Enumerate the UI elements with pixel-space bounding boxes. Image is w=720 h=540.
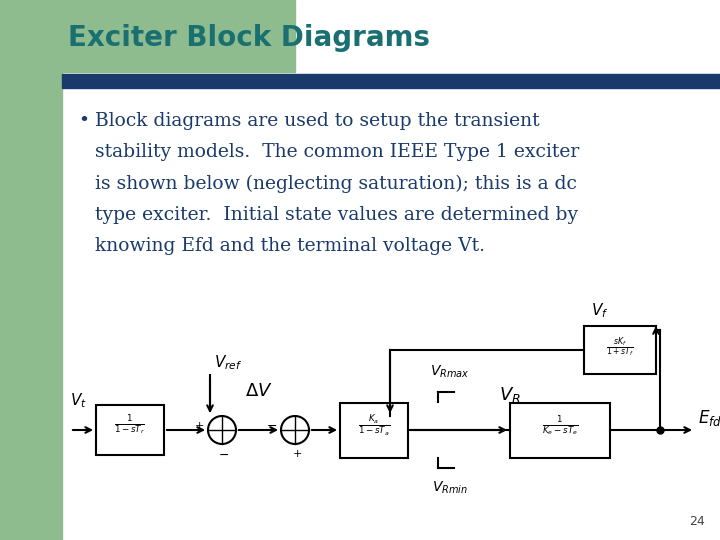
Text: $V_{Rmin}$: $V_{Rmin}$ (432, 480, 468, 496)
Text: +: + (194, 421, 204, 431)
Bar (0, 0, 62, 540)
Text: $\Delta V$: $\Delta V$ (245, 382, 272, 400)
Bar (510, 402, 610, 457)
Bar (96, 405, 164, 455)
Text: stability models.  The common IEEE Type 1 exciter: stability models. The common IEEE Type 1… (95, 143, 580, 161)
Text: type exciter.  Initial state values are determined by: type exciter. Initial state values are d… (95, 206, 578, 224)
Text: $\frac{1}{1-sT_r}$: $\frac{1}{1-sT_r}$ (114, 413, 145, 437)
Text: −: − (219, 449, 229, 462)
Text: $V_t$: $V_t$ (70, 392, 87, 410)
Text: −: − (266, 420, 277, 433)
Text: $V_R$: $V_R$ (499, 385, 521, 405)
Text: Block diagrams are used to setup the transient: Block diagrams are used to setup the tra… (95, 112, 539, 130)
Text: $V_{Rmax}$: $V_{Rmax}$ (431, 363, 469, 380)
Text: knowing Efd and the terminal voltage Vt.: knowing Efd and the terminal voltage Vt. (95, 237, 485, 255)
Bar (340, 402, 408, 457)
Bar (584, 326, 656, 374)
Text: $V_f$: $V_f$ (591, 301, 608, 320)
Text: •: • (78, 112, 89, 130)
Circle shape (208, 416, 236, 444)
Text: +: + (292, 449, 302, 459)
Text: $E_{fd}$: $E_{fd}$ (698, 408, 720, 428)
Text: Exciter Block Diagrams: Exciter Block Diagrams (68, 24, 430, 52)
Bar (62, 74, 720, 88)
Text: $\frac{1}{K_e-sT_e}$: $\frac{1}{K_e-sT_e}$ (541, 414, 578, 438)
Circle shape (281, 416, 309, 444)
Bar (0, 0, 295, 72)
Text: $\frac{sK_f}{1+sT_f}$: $\frac{sK_f}{1+sT_f}$ (606, 335, 634, 359)
Text: is shown below (neglecting saturation); this is a dc: is shown below (neglecting saturation); … (95, 174, 577, 193)
Text: 24: 24 (689, 515, 705, 528)
Text: $V_{ref}$: $V_{ref}$ (214, 353, 243, 372)
Text: $\frac{K_a}{1-sT_a}$: $\frac{K_a}{1-sT_a}$ (358, 414, 390, 438)
